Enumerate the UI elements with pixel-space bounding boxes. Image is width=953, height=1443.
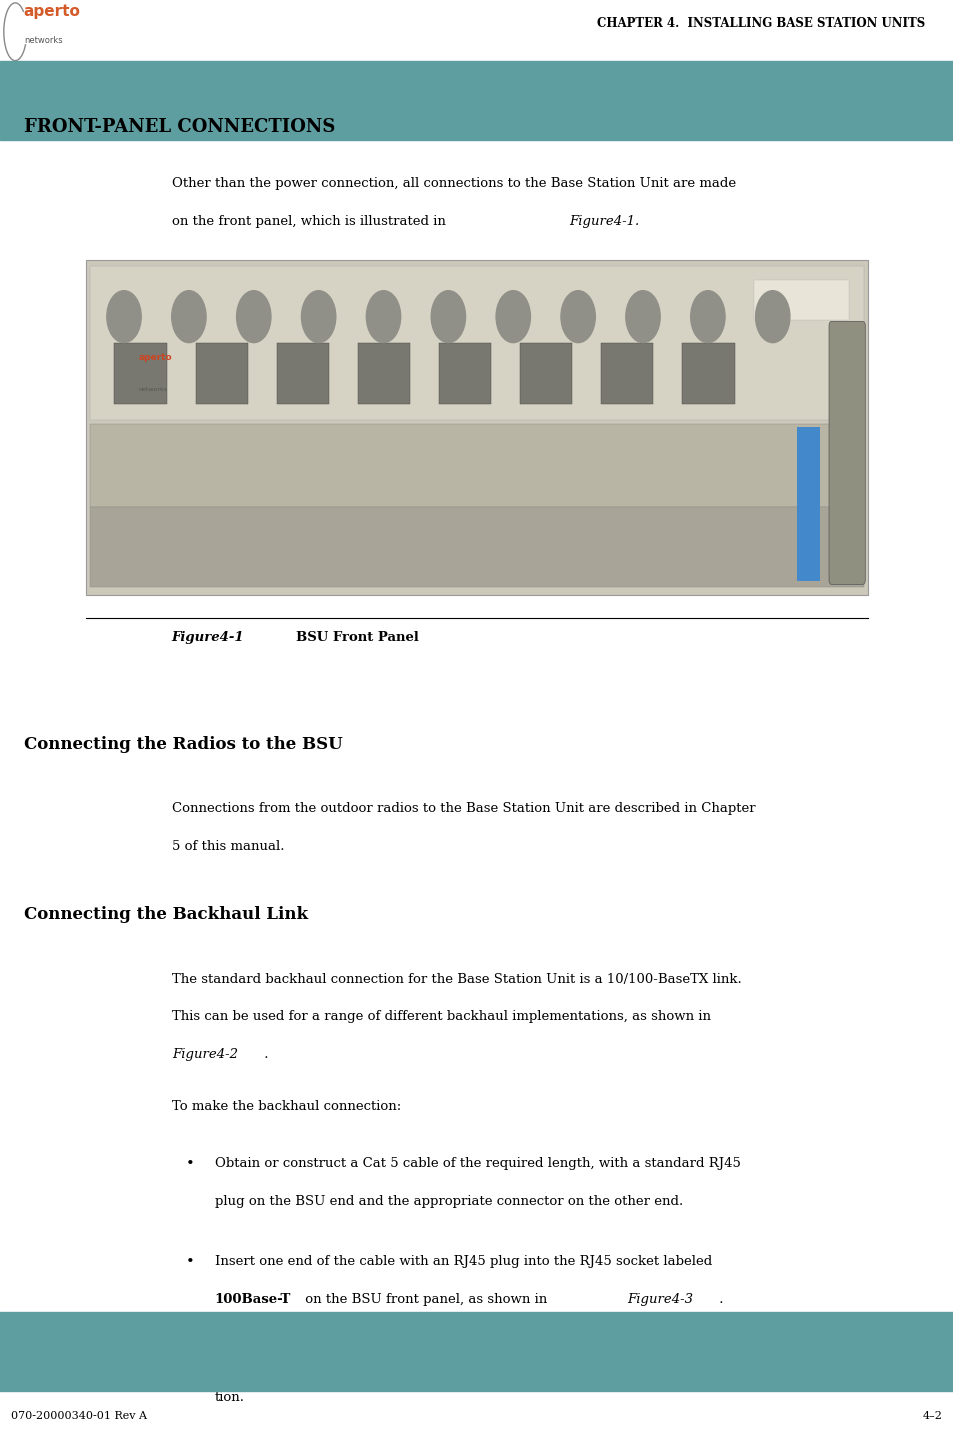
Bar [753,280,848,320]
Bar [0,61,953,140]
Text: BaseStation 1000: BaseStation 1000 [773,280,828,284]
Bar [90,267,863,420]
Bar [357,343,410,404]
Text: tion.: tion. [214,1391,244,1404]
Bar [90,424,863,508]
Text: 070-20000340-01 Rev A: 070-20000340-01 Rev A [11,1411,148,1421]
Bar [90,506,863,587]
Text: Connecting the Radios to the BSU: Connecting the Radios to the BSU [24,736,342,753]
Bar [114,343,167,404]
Bar [276,343,329,404]
Circle shape [366,290,400,342]
Bar [519,343,572,404]
Circle shape [301,290,335,342]
Text: 4–2: 4–2 [922,1411,942,1421]
Text: Connections from the outdoor radios to the Base Station Unit are described in Ch: Connections from the outdoor radios to t… [172,802,755,815]
Text: on the BSU front panel, as shown in: on the BSU front panel, as shown in [300,1293,551,1306]
Text: Figure4-1.: Figure4-1. [569,215,639,228]
Text: •: • [186,1354,194,1368]
Text: aperto: aperto [24,4,81,19]
Text: aperto: aperto [138,354,172,362]
Text: This can be used for a range of different backhaul implementations, as shown in: This can be used for a range of differen… [172,1010,710,1023]
Circle shape [625,290,659,342]
Bar [681,343,734,404]
Text: BSU Front Panel: BSU Front Panel [295,631,418,644]
Text: To make the backhaul connection:: To make the backhaul connection: [172,1100,400,1113]
Text: The standard backhaul connection for the Base Station Unit is a 10/100-BaseTX li: The standard backhaul connection for the… [172,973,740,986]
Text: FRONT-PANEL CONNECTIONS: FRONT-PANEL CONNECTIONS [24,118,335,136]
Text: Obtain or construct a Cat 5 cable of the required length, with a standard RJ45: Obtain or construct a Cat 5 cable of the… [214,1157,740,1170]
Circle shape [690,290,724,342]
Text: Insert one end of the cable with an RJ45 plug into the RJ45 socket labeled: Insert one end of the cable with an RJ45… [214,1255,711,1268]
Text: 5 of this manual.: 5 of this manual. [172,840,284,853]
Bar [86,260,867,595]
Circle shape [560,290,595,342]
Circle shape [496,290,530,342]
Text: Figure4-2: Figure4-2 [172,1048,237,1061]
Text: 100Base-T: 100Base-T [214,1293,291,1306]
Text: on the front panel, which is illustrated in: on the front panel, which is illustrated… [172,215,450,228]
Circle shape [172,290,206,342]
Text: .: . [260,1048,269,1061]
FancyBboxPatch shape [828,322,864,584]
Text: Other than the power connection, all connections to the Base Station Unit are ma: Other than the power connection, all con… [172,177,735,190]
Bar [796,427,820,582]
Text: Figure4-3: Figure4-3 [626,1293,692,1306]
Bar [0,1312,953,1391]
Circle shape [431,290,465,342]
Text: •: • [186,1255,194,1270]
Text: Figure4-1: Figure4-1 [172,631,244,644]
Text: .: . [714,1293,722,1306]
Circle shape [236,290,271,342]
Bar [438,343,491,404]
Bar [600,343,653,404]
Bar [195,343,248,404]
Circle shape [107,290,141,342]
Text: networks: networks [138,387,167,392]
Text: CHAPTER 4.  INSTALLING BASE STATION UNITS: CHAPTER 4. INSTALLING BASE STATION UNITS [597,17,924,30]
Circle shape [755,290,789,342]
Text: Connect the other end as appropriate for the particular backhaul implementa-: Connect the other end as appropriate for… [214,1354,740,1367]
Text: •: • [186,1157,194,1172]
Text: plug on the BSU end and the appropriate connector on the other end.: plug on the BSU end and the appropriate … [214,1195,682,1208]
Text: Connecting the Backhaul Link: Connecting the Backhaul Link [24,906,308,924]
Text: networks: networks [24,36,62,45]
